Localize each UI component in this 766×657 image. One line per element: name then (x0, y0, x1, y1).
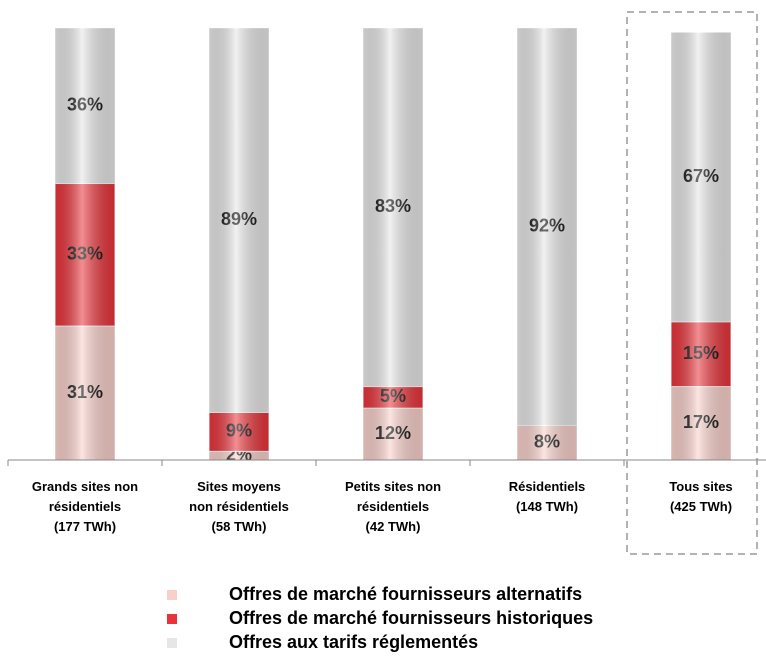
x-tick-label: Petits sites non résidentiels (42 TWh) (344, 479, 442, 534)
x-tick-label: Résidentiels (148 TWh) (508, 479, 586, 514)
legend-label: Offres aux tarifs réglementés (229, 632, 478, 652)
bar-shine (55, 28, 115, 460)
legend-swatch (167, 614, 177, 624)
legend-label: Offres de marché fournisseurs historique… (229, 608, 593, 628)
x-tick-label: Sites moyens non résidentiels (58 TWh) (189, 479, 289, 534)
bar-shine (517, 28, 577, 460)
bar-shine (209, 28, 269, 460)
legend-swatch (167, 590, 177, 600)
x-tick-label: Grands sites non résidentiels (177 TWh) (31, 479, 139, 534)
bar-shine (671, 32, 731, 460)
x-tick-label: Tous sites (425 TWh) (669, 479, 733, 514)
highlight-box (626, 11, 758, 555)
legend-swatch (167, 638, 177, 648)
legend-label: Offres de marché fournisseurs alternatif… (229, 584, 582, 604)
bar-shine (363, 28, 423, 460)
